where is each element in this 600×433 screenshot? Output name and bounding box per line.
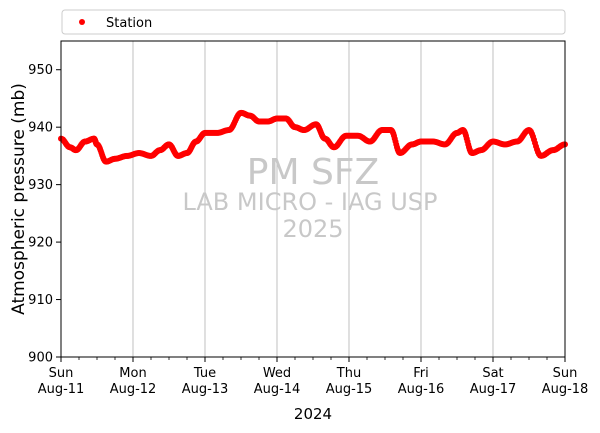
x-axis-label: 2024	[294, 405, 332, 423]
y-tick-950: 950	[28, 63, 53, 78]
x-tick-date-3: Aug-14	[254, 382, 301, 397]
x-tick-date-7: Aug-18	[542, 382, 589, 397]
y-tick-900: 900	[28, 351, 53, 366]
y-axis: 900 910 920 930 940 950	[28, 63, 61, 366]
x-tick-date-4: Aug-15	[326, 382, 373, 397]
y-tick-920: 920	[28, 236, 53, 251]
x-tick-day-3: Wed	[263, 366, 291, 381]
x-tick-date-6: Aug-17	[470, 382, 517, 397]
x-tick-date-5: Aug-16	[398, 382, 445, 397]
watermark-line-3: 2025	[282, 215, 343, 243]
x-tick-day-5: Fri	[413, 366, 429, 381]
watermark-line-1: PM SFZ	[247, 152, 379, 193]
watermark-line-2: LAB MICRO - IAG USP	[182, 188, 437, 216]
watermark: PM SFZ LAB MICRO - IAG USP 2025	[182, 152, 437, 243]
x-tick-day-4: Thu	[336, 366, 361, 381]
plot-area	[61, 41, 565, 357]
y-tick-930: 930	[28, 178, 53, 193]
x-tick-day-0: Sun	[49, 366, 74, 381]
legend: Station	[61, 9, 566, 35]
legend-marker-station	[79, 19, 85, 25]
x-tick-day-1: Mon	[119, 366, 146, 381]
x-tick-day-7: Sun	[553, 366, 578, 381]
y-tick-910: 910	[28, 293, 53, 308]
x-tick-day-2: Tue	[193, 366, 216, 381]
series-station	[58, 109, 568, 165]
x-tick-date-1: Aug-12	[110, 382, 157, 397]
x-axis: SunAug-11MonAug-12TueAug-13WedAug-14ThuA…	[38, 357, 589, 397]
legend-label-station: Station	[106, 16, 152, 31]
grid-lines	[132, 41, 494, 357]
x-tick-day-6: Sat	[482, 366, 503, 381]
y-axis-label: Atmospheric pressure (mb)	[9, 83, 29, 315]
x-tick-date-2: Aug-13	[182, 382, 229, 397]
y-tick-940: 940	[28, 121, 53, 136]
legend-frame	[61, 9, 566, 35]
x-tick-date-0: Aug-11	[38, 382, 85, 397]
